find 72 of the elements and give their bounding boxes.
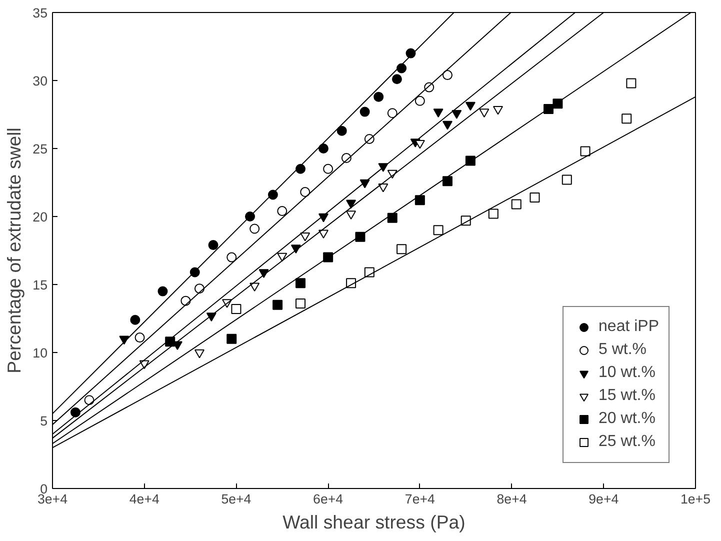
y-tick-label: 25 [32,142,48,156]
point [626,78,636,88]
point [387,108,398,118]
point [296,278,306,288]
point [374,92,384,102]
point [346,210,356,220]
point [134,332,145,343]
y-axis-title: Percentage of extrudate swell [4,128,25,374]
point [130,314,140,325]
x-tick-label: 8e+4 [496,492,528,506]
legend-label: 10 wt.% [598,364,656,382]
point [511,199,522,210]
point [277,252,288,262]
point [226,252,237,262]
x-tick-label: 4e+4 [129,492,160,506]
legend-label: 5 wt.% [598,341,647,359]
point [300,187,310,198]
point [465,102,476,111]
legend-label: 20 wt.% [598,410,656,428]
point [396,244,407,254]
point [378,183,388,192]
point [208,240,218,250]
point [318,230,328,239]
x-tick-label: 6e+4 [313,492,344,506]
point [250,224,260,234]
legend-label: 25 wt.% [598,433,656,451]
point [272,300,283,310]
point [442,120,452,130]
point [452,110,462,119]
y-tick-label: 5 [40,414,48,428]
point [231,304,242,314]
point [392,74,402,84]
x-tick-label: 1e+5 [680,492,711,506]
x-axis-title: Wall shear stress (Pa) [282,512,466,532]
point [300,232,310,242]
point [277,206,288,216]
point [622,114,632,124]
y-tick-label: 35 [32,6,48,20]
point [387,212,398,223]
legend-label: 15 wt.% [598,387,656,405]
point [414,140,425,149]
x-tick-label: 9e+4 [588,492,620,506]
point [190,267,200,278]
point [562,174,572,185]
point [323,164,334,174]
point [296,298,306,309]
point [479,108,490,118]
point [360,106,370,117]
legend-label: neat iPP [598,318,659,336]
point [433,225,444,236]
point [258,269,269,278]
point [414,96,425,106]
y-tick-label: 15 [32,278,48,292]
point [488,208,498,219]
x-tick-label: 5e+4 [221,492,252,506]
y-tick-label: 20 [32,210,48,224]
point [336,126,347,136]
point [530,192,540,202]
point [493,106,504,115]
point [346,200,356,209]
x-tick-label: 7e+4 [404,492,436,506]
point [226,334,237,344]
point [433,108,444,118]
point [442,70,452,80]
point [318,144,328,154]
point [414,195,425,206]
y-tick-label: 30 [32,74,48,88]
point [194,349,204,358]
point [158,286,168,296]
y-tick-label: 10 [32,346,48,360]
point [580,146,590,156]
point [442,176,452,186]
